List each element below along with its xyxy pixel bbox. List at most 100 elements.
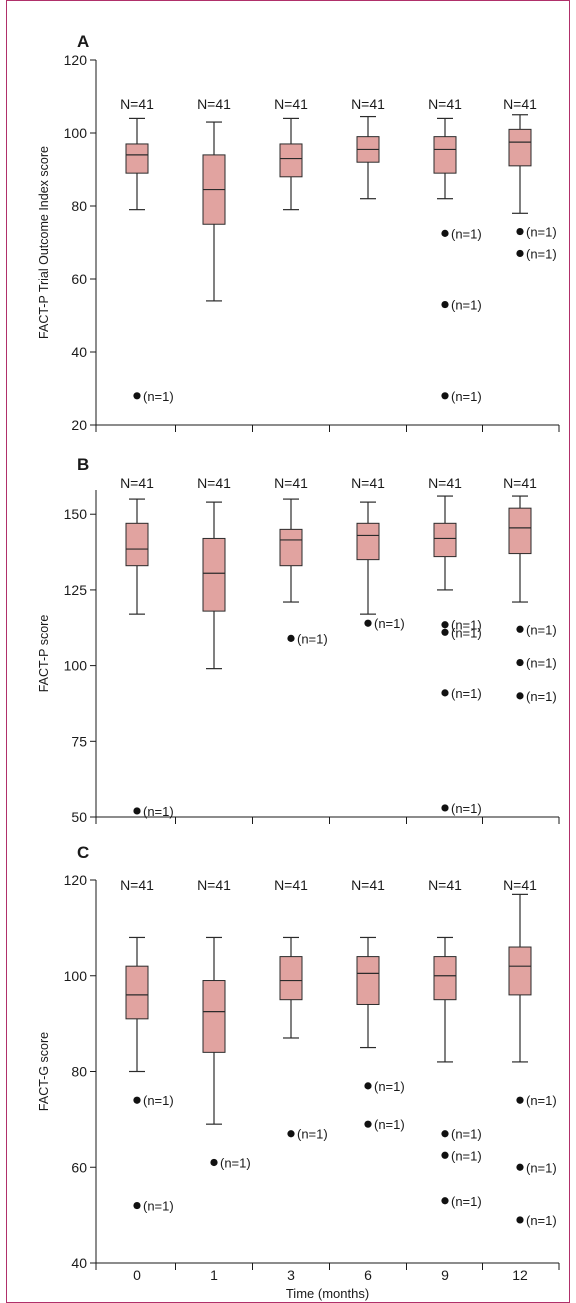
outlier-point (441, 1197, 449, 1205)
box-1 (202, 121, 226, 302)
outlier-label: (n=1) (526, 656, 557, 671)
y-tick-label: 40 (71, 1255, 87, 1271)
outlier-point (364, 1082, 372, 1090)
box-9 (433, 117, 457, 200)
y-tick-label: 40 (71, 344, 87, 360)
outlier-point (441, 392, 449, 400)
outlier-label: (n=1) (526, 689, 557, 704)
outlier-label: (n=1) (451, 801, 482, 816)
iqr-box (279, 528, 303, 567)
panel-a: A 20 40 60 80 100 120 FACT-P Trial Outcome Inde… (37, 32, 560, 433)
n-label: N=41 (197, 877, 231, 893)
outlier-label: (n=1) (143, 1199, 174, 1214)
outlier-label: (n=1) (526, 622, 557, 637)
y-axis-title: FACT-P score (37, 615, 51, 693)
outlier-point (516, 227, 524, 236)
box-6 (356, 115, 380, 200)
outlier-point (287, 1130, 295, 1138)
n-label: N=41 (351, 96, 385, 112)
n-label: N=41 (274, 475, 308, 491)
box-6 (356, 936, 380, 1049)
outlier-point (516, 1096, 524, 1104)
outlier-label: (n=1) (374, 1117, 405, 1132)
outlier-point (441, 804, 449, 812)
outlier-point (441, 621, 449, 629)
outlier-label: (n=1) (526, 1160, 557, 1175)
outlier-label: (n=1) (451, 1194, 482, 1209)
outlier-point (441, 1130, 449, 1138)
y-tick-label: 60 (71, 1159, 87, 1175)
panel-label: A (77, 32, 89, 51)
outlier-label: (n=1) (451, 1148, 482, 1163)
iqr-box (279, 956, 303, 1001)
iqr-box (433, 956, 457, 1001)
x-tick-label: 9 (441, 1267, 449, 1283)
n-label: N=41 (351, 877, 385, 893)
outlier-label: (n=1) (220, 1155, 251, 1170)
outlier-point (364, 1120, 372, 1128)
outlier-label: (n=1) (374, 1079, 405, 1094)
panel-label: B (77, 455, 89, 474)
outlier-point (516, 1216, 524, 1224)
n-label: N=41 (503, 475, 537, 491)
outlier-label: (n=1) (451, 1127, 482, 1142)
box-0 (125, 117, 149, 211)
n-label: N=41 (120, 96, 154, 112)
outlier-point (133, 1201, 141, 1210)
iqr-box (202, 980, 226, 1053)
outlier-point (441, 229, 449, 237)
outlier-point (364, 619, 372, 627)
y-tick-label: 100 (64, 658, 88, 674)
outlier-label: (n=1) (526, 225, 557, 240)
n-label: N=41 (351, 475, 385, 491)
outlier-point (441, 689, 449, 697)
y-tick-label: 75 (71, 733, 87, 749)
n-label: N=41 (274, 96, 308, 112)
iqr-box (279, 143, 303, 178)
n-label: N=41 (503, 96, 537, 112)
x-tick-label: 0 (133, 1267, 141, 1283)
iqr-box (356, 956, 380, 1005)
y-axis-title: FACT-P Trial Outcome Index score (37, 146, 51, 339)
outlier-point (210, 1158, 218, 1167)
box-6 (356, 501, 380, 615)
y-tick-label: 80 (71, 198, 87, 214)
outlier-point (516, 249, 524, 258)
y-tick-label: 120 (64, 872, 88, 888)
outlier-label: (n=1) (374, 616, 405, 631)
outlier-label: (n=1) (297, 1127, 328, 1142)
n-label: N=41 (428, 96, 462, 112)
outlier-label: (n=1) (526, 1093, 557, 1108)
n-label: N=41 (428, 475, 462, 491)
outlier-label: (n=1) (143, 804, 174, 819)
iqr-box (125, 965, 149, 1020)
outlier-label: (n=1) (297, 631, 328, 646)
n-label: N=41 (120, 877, 154, 893)
outlier-point (516, 1163, 524, 1171)
outlier-point (516, 658, 524, 667)
panel-label: C (77, 843, 89, 862)
outlier-label: (n=1) (143, 389, 174, 404)
n-label: N=41 (197, 475, 231, 491)
box-3 (279, 498, 303, 603)
box-12 (508, 114, 532, 214)
y-axis-title: FACT-G score (37, 1032, 51, 1111)
x-tick-label: 6 (364, 1267, 372, 1283)
outlier-point (516, 625, 524, 633)
outlier-label: (n=1) (451, 686, 482, 701)
figure-frame (6, 0, 570, 1303)
iqr-box (508, 946, 532, 996)
iqr-box (125, 143, 149, 174)
outlier-point (133, 392, 141, 400)
n-label: N=41 (428, 877, 462, 893)
iqr-box (202, 537, 226, 612)
y-tick-label: 20 (71, 417, 87, 433)
y-tick-label: 150 (64, 506, 88, 522)
outlier-label: (n=1) (451, 618, 482, 633)
iqr-box (508, 128, 532, 167)
outlier-label: (n=1) (143, 1093, 174, 1108)
outlier-point (287, 634, 295, 642)
outlier-point (133, 1096, 141, 1104)
n-label: N=41 (503, 877, 537, 893)
